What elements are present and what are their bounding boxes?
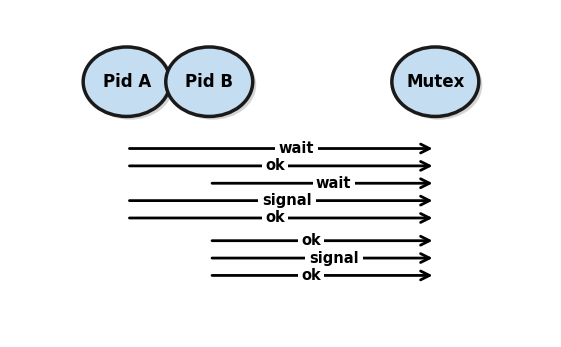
FancyBboxPatch shape: [298, 269, 324, 282]
Text: wait: wait: [316, 176, 351, 191]
FancyBboxPatch shape: [312, 177, 355, 190]
FancyBboxPatch shape: [275, 142, 318, 155]
FancyBboxPatch shape: [258, 194, 316, 207]
FancyBboxPatch shape: [261, 159, 288, 172]
Ellipse shape: [396, 50, 482, 120]
Ellipse shape: [166, 47, 252, 117]
Text: ok: ok: [265, 211, 284, 226]
Text: Pid A: Pid A: [103, 73, 151, 91]
FancyBboxPatch shape: [298, 234, 324, 247]
Ellipse shape: [83, 47, 170, 117]
Text: wait: wait: [279, 141, 314, 156]
Text: ok: ok: [265, 158, 284, 174]
Text: signal: signal: [263, 193, 312, 208]
FancyBboxPatch shape: [261, 211, 288, 225]
Text: signal: signal: [309, 251, 358, 265]
FancyBboxPatch shape: [305, 251, 362, 265]
Text: Pid B: Pid B: [185, 73, 233, 91]
Ellipse shape: [169, 50, 256, 120]
Text: ok: ok: [301, 268, 321, 283]
Ellipse shape: [392, 47, 479, 117]
Text: Mutex: Mutex: [406, 73, 465, 91]
Ellipse shape: [86, 50, 173, 120]
Text: ok: ok: [301, 233, 321, 248]
